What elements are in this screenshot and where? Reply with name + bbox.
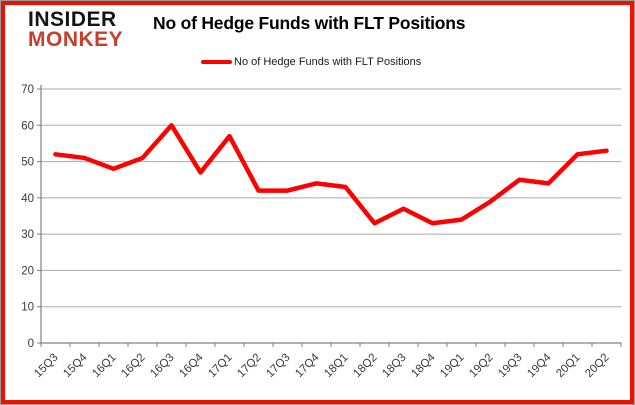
legend: No of Hedge Funds with FLT Positions xyxy=(201,56,421,68)
svg-text:19Q4: 19Q4 xyxy=(525,351,554,380)
svg-text:17Q1: 17Q1 xyxy=(206,352,234,380)
svg-text:16Q1: 16Q1 xyxy=(90,352,118,380)
svg-text:17Q3: 17Q3 xyxy=(264,352,292,380)
svg-text:20Q1: 20Q1 xyxy=(554,352,582,380)
chart-title: No of Hedge Funds with FLT Positions xyxy=(153,13,466,33)
svg-text:40: 40 xyxy=(21,193,34,205)
svg-text:16Q3: 16Q3 xyxy=(148,352,176,380)
legend-label: No of Hedge Funds with FLT Positions xyxy=(234,56,422,68)
svg-text:16Q2: 16Q2 xyxy=(119,352,147,380)
insider-monkey-logo: INSIDER MONKEY xyxy=(28,8,124,52)
svg-text:18Q4: 18Q4 xyxy=(409,351,438,380)
svg-text:70: 70 xyxy=(21,84,34,96)
svg-text:18Q2: 18Q2 xyxy=(351,352,379,380)
svg-text:20: 20 xyxy=(21,265,34,277)
svg-text:19Q3: 19Q3 xyxy=(496,352,524,380)
svg-text:15Q3: 15Q3 xyxy=(32,352,60,380)
svg-text:19Q1: 19Q1 xyxy=(438,352,466,380)
svg-text:50: 50 xyxy=(21,157,34,169)
svg-text:18Q1: 18Q1 xyxy=(322,352,350,380)
svg-text:0: 0 xyxy=(28,338,34,350)
svg-text:20Q2: 20Q2 xyxy=(583,352,611,380)
logo-text-monkey: MONKEY xyxy=(28,28,124,52)
svg-text:17Q4: 17Q4 xyxy=(293,351,322,380)
svg-text:16Q4: 16Q4 xyxy=(177,351,206,380)
svg-text:15Q4: 15Q4 xyxy=(61,351,90,380)
logo-text-insider: INSIDER xyxy=(28,8,117,31)
svg-text:60: 60 xyxy=(21,120,34,132)
svg-text:30: 30 xyxy=(21,229,34,241)
svg-text:19Q2: 19Q2 xyxy=(467,352,495,380)
legend-line-swatch xyxy=(201,59,232,65)
svg-text:17Q2: 17Q2 xyxy=(235,352,263,380)
svg-text:10: 10 xyxy=(21,302,34,314)
svg-text:18Q3: 18Q3 xyxy=(380,352,408,380)
